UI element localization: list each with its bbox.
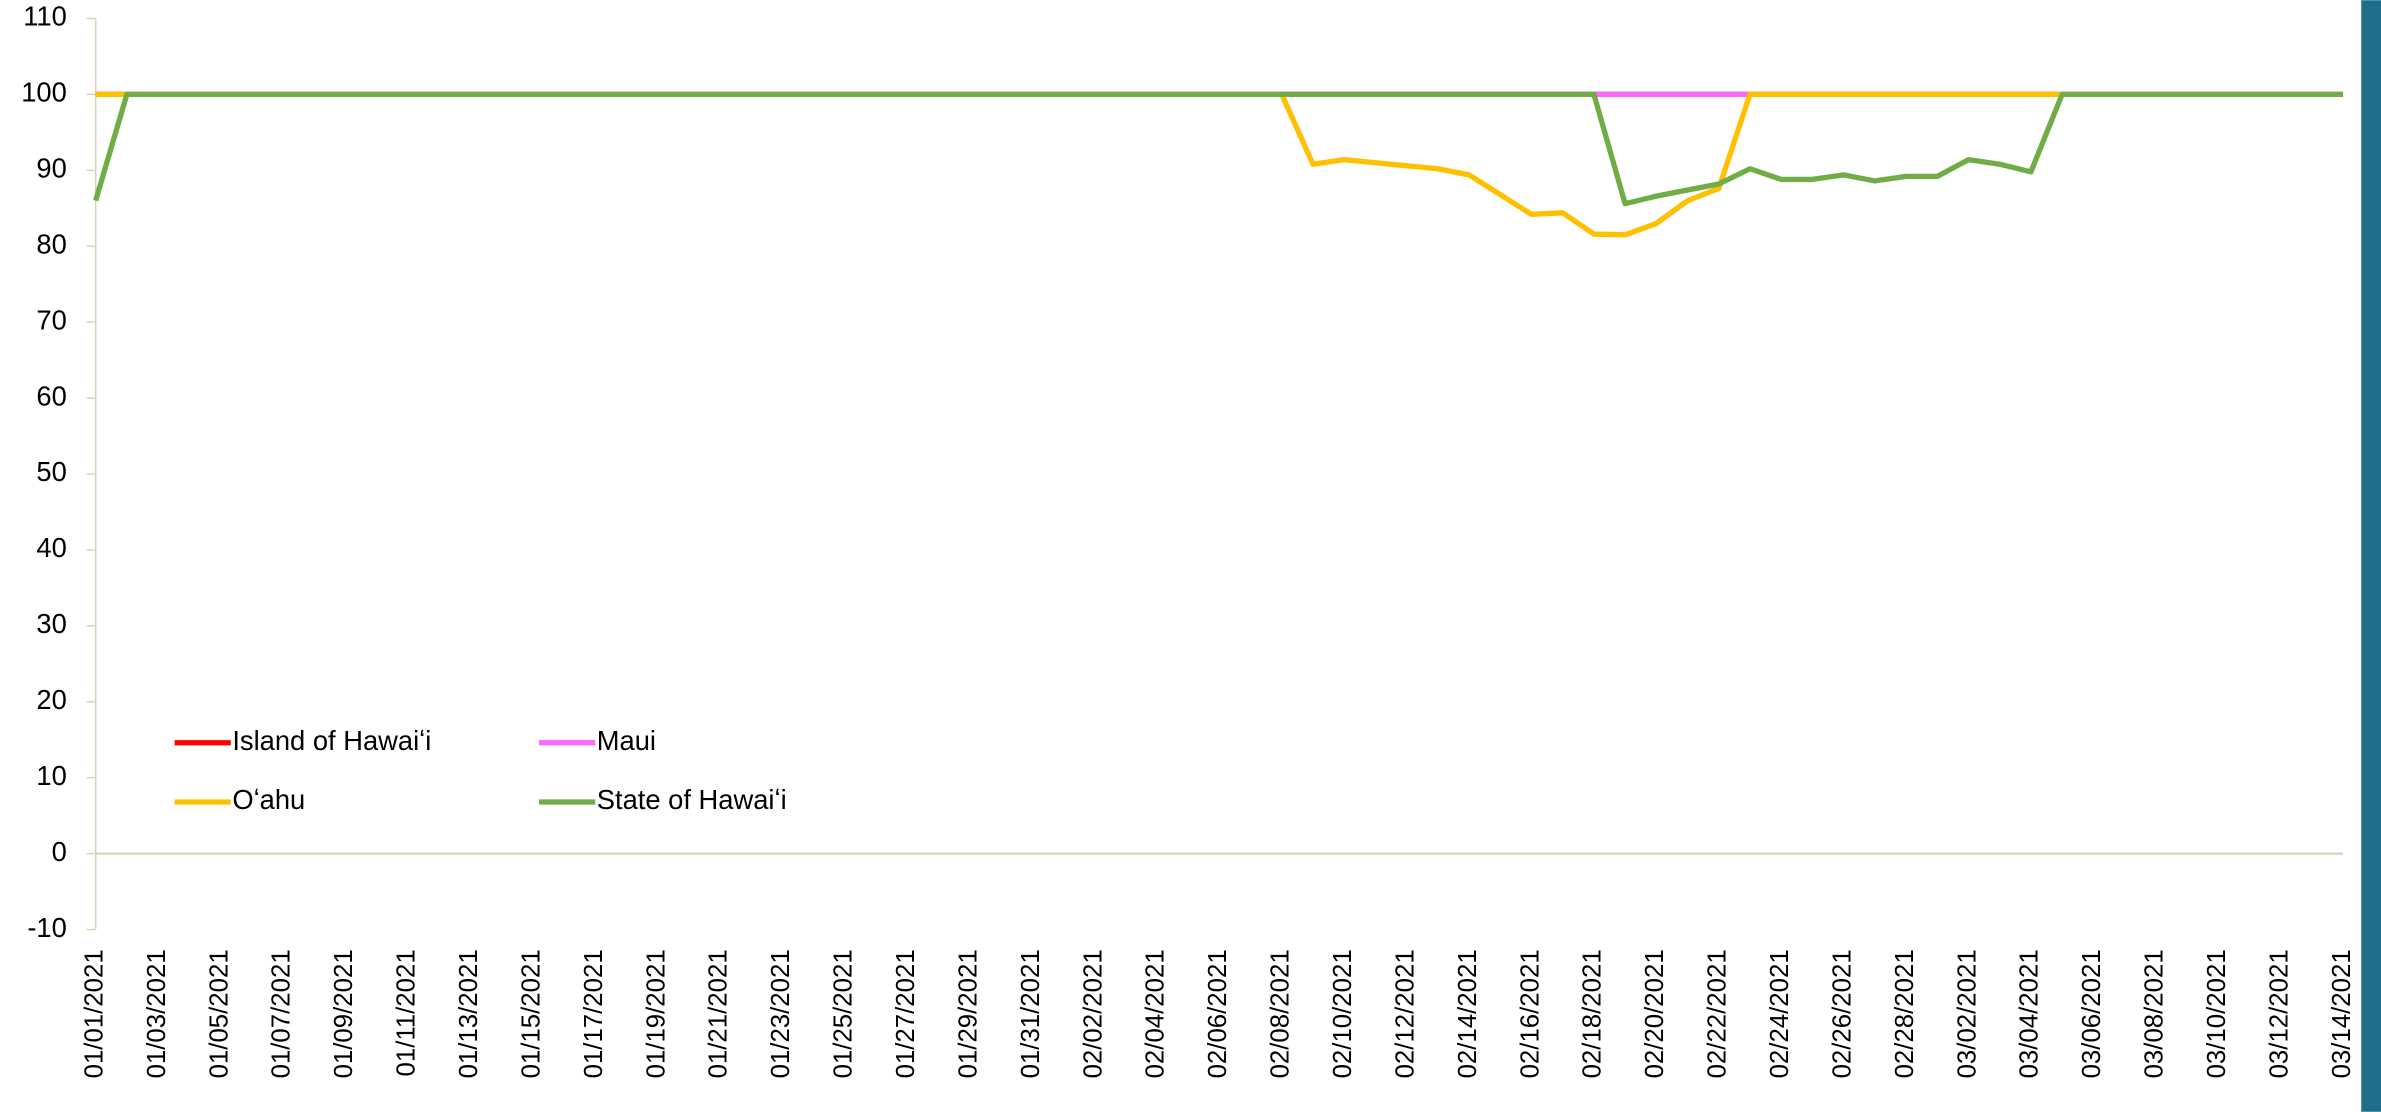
legend-label: State of Hawaiʻi (597, 784, 787, 815)
x-tick-label: 01/23/2021 (767, 949, 795, 1078)
series-line (93, 91, 2344, 207)
y-tick-label: 90 (36, 153, 66, 184)
x-tick-label: 02/26/2021 (1828, 949, 1856, 1078)
x-tick-label: 02/04/2021 (1142, 949, 1170, 1078)
x-tick-label: 02/06/2021 (1204, 949, 1232, 1078)
x-tick-label: 03/12/2021 (2265, 949, 2293, 1078)
x-tick-label: 01/09/2021 (330, 949, 358, 1078)
y-tick-label: 50 (36, 456, 66, 487)
x-tick-label: 03/02/2021 (1953, 949, 1981, 1078)
legend-label: Oʻahu (232, 784, 305, 815)
y-tick-label: 10 (36, 760, 66, 791)
x-tick-label: 02/10/2021 (1329, 949, 1357, 1078)
x-tick-label: 02/22/2021 (1704, 949, 1732, 1078)
side-bar (2361, 0, 2381, 1112)
x-tick-label: 01/05/2021 (205, 949, 233, 1078)
x-tick-label: 03/06/2021 (2078, 949, 2106, 1078)
y-tick-label: 80 (36, 228, 66, 259)
x-tick-label: 02/02/2021 (1079, 949, 1107, 1078)
x-tick-label: 02/18/2021 (1579, 949, 1607, 1078)
y-tick-label: 30 (36, 608, 66, 639)
x-tick-label: 02/20/2021 (1641, 949, 1669, 1078)
x-tick-label: 01/27/2021 (892, 949, 920, 1078)
y-tick-label: -10 (27, 912, 67, 943)
x-tick-label: 01/17/2021 (580, 949, 608, 1078)
x-tick-label: 01/03/2021 (143, 949, 171, 1078)
x-tick-label: 01/21/2021 (705, 949, 733, 1078)
x-tick-label: 02/24/2021 (1766, 949, 1794, 1078)
x-tick-label: 03/10/2021 (2203, 949, 2231, 1078)
x-tick-label: 03/04/2021 (2016, 949, 2044, 1078)
x-tick-label: 02/28/2021 (1891, 949, 1919, 1078)
x-tick-label: 02/14/2021 (1454, 949, 1482, 1078)
x-tick-label: 01/25/2021 (830, 949, 858, 1078)
y-tick-label: 110 (23, 1, 67, 32)
x-tick-label: 01/29/2021 (954, 949, 982, 1078)
y-tick-label: 70 (36, 304, 66, 335)
y-tick-label: 100 (21, 77, 67, 108)
y-tick-label: 0 (52, 836, 67, 867)
x-tick-label: 02/12/2021 (1391, 949, 1419, 1078)
legend-label: Island of Hawaiʻi (232, 725, 431, 756)
y-tick-label: 60 (36, 380, 66, 411)
x-tick-label: 01/11/2021 (393, 949, 421, 1076)
x-tick-label: 01/31/2021 (1017, 949, 1045, 1078)
x-tick-label: 03/08/2021 (2141, 949, 2169, 1078)
x-tick-label: 02/16/2021 (1516, 949, 1544, 1078)
x-tick-label: 02/08/2021 (1267, 949, 1295, 1078)
x-tick-label: 01/07/2021 (268, 949, 296, 1078)
x-tick-label: 01/15/2021 (517, 949, 545, 1078)
y-tick-label: 40 (36, 532, 66, 563)
x-tick-label: 03/14/2021 (2328, 949, 2356, 1078)
x-tick-label: 01/13/2021 (455, 949, 483, 1078)
legend-label: Maui (597, 725, 656, 756)
x-tick-label: 01/19/2021 (642, 949, 670, 1078)
y-tick-label: 20 (36, 684, 66, 715)
x-tick-label: 01/01/2021 (80, 949, 108, 1078)
